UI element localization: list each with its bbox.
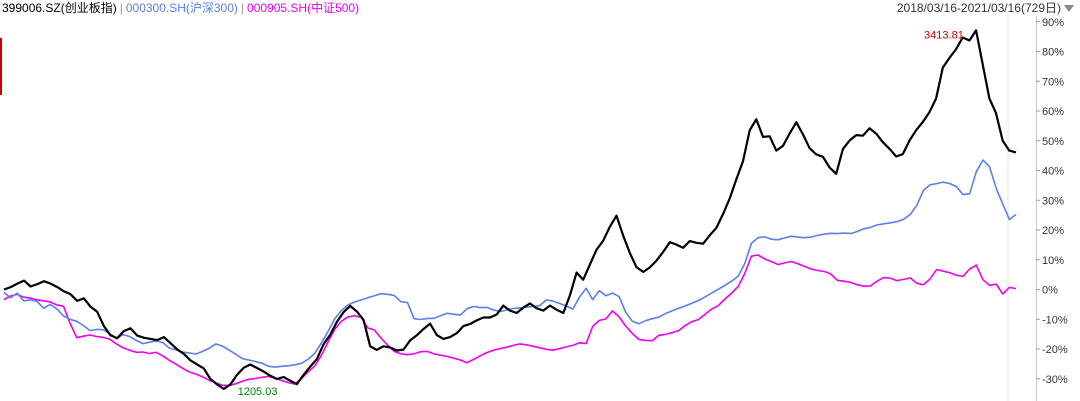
series-line-csi500 — [3, 254, 1017, 387]
y-tick-label: 80% — [1042, 47, 1064, 59]
series-line-csi300 — [3, 159, 1017, 368]
y-tick-label: 90% — [1042, 17, 1064, 29]
y-tick-label: 10% — [1042, 255, 1064, 267]
legend-separator: | — [240, 1, 245, 15]
date-range-selector[interactable]: 2018/03/16-2021/03/16(729日) — [897, 0, 1074, 16]
legend: 399006.SZ(创业板指) | 000300.SH(沪深300) | 000905.… — [2, 0, 359, 16]
date-range-text: 2018/03/16-2021/03/16(729日) — [896, 1, 1061, 15]
y-tick-label: 60% — [1042, 106, 1064, 118]
dropdown-arrow-icon[interactable] — [1064, 5, 1074, 13]
y-tick-label: -10% — [1042, 314, 1068, 326]
legend-item-chinext[interactable]: 399006.SZ(创业板指) — [2, 1, 117, 15]
max-value-label: 3413.81 — [924, 29, 964, 41]
y-tick-label: 70% — [1042, 76, 1064, 88]
min-value-label: 1205.03 — [238, 386, 278, 398]
y-tick-label: 50% — [1042, 136, 1064, 148]
series-line-chinext — [3, 29, 1017, 390]
y-tick-label: 0% — [1042, 285, 1058, 297]
y-tick-label: 20% — [1042, 225, 1064, 237]
legend-separator: | — [119, 1, 123, 15]
legend-item-csi300[interactable]: 000300.SH(沪深300) — [125, 1, 238, 15]
y-tick-label: 30% — [1042, 195, 1064, 207]
selected-series-marker — [0, 38, 2, 95]
y-tick-label: -20% — [1042, 344, 1068, 356]
y-tick-label: 40% — [1042, 166, 1064, 178]
legend-item-csi500[interactable]: 000905.SH(中证500) — [247, 1, 360, 15]
y-tick-label: -30% — [1042, 374, 1068, 386]
